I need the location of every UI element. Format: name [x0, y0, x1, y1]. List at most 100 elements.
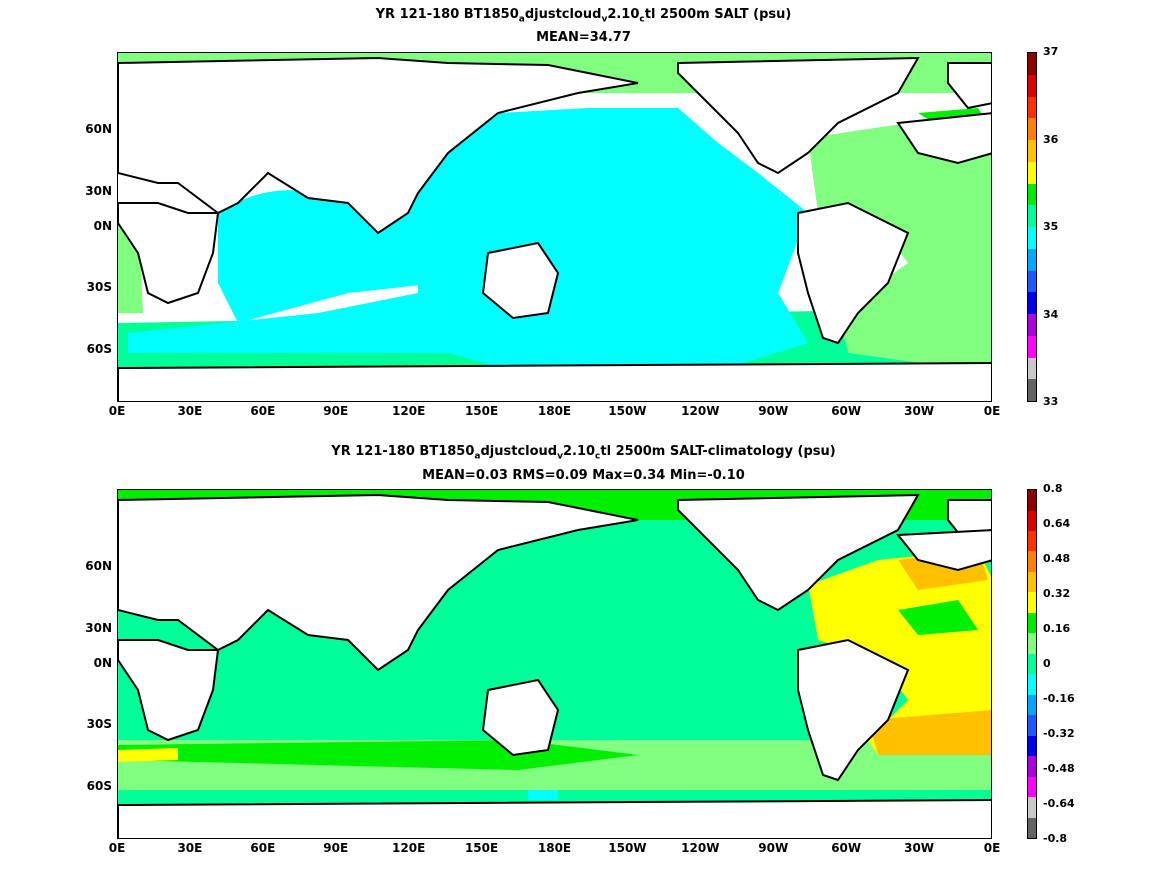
- top-south-america: [797, 201, 910, 345]
- bottom-colorbar-label: -0.64: [1043, 797, 1075, 810]
- top-greenland: [947, 62, 991, 110]
- top-lon-label-90E: 90E: [323, 404, 349, 418]
- bottom-lon-label-120W: 120W: [681, 841, 720, 855]
- top-lon-label-90W: 90W: [758, 404, 789, 418]
- bottom-lon-label-150W: 150W: [608, 841, 647, 855]
- top-lat-label-0N: 0N: [93, 219, 112, 233]
- bottom-colorbar-swatch: [1028, 797, 1036, 818]
- top-colorbar-swatch: [1028, 96, 1036, 119]
- bottom-colorbar-swatch: [1028, 530, 1036, 552]
- bottom-colorbar-swatch: [1028, 715, 1036, 736]
- top-colorbar-swatch: [1028, 335, 1036, 358]
- top-colorbar-label: 34: [1043, 307, 1059, 321]
- top-lat-label-60N: 60N: [85, 122, 112, 136]
- top-colorbar-swatch: [1028, 357, 1036, 380]
- top-africa: [118, 202, 220, 305]
- top-colorbar-swatch: [1028, 248, 1036, 271]
- bot-south-america: [797, 638, 910, 782]
- top-eurasia: [118, 56, 639, 235]
- bottom-colorbar-swatch: [1028, 817, 1036, 838]
- bot-north-america: [677, 493, 920, 612]
- bottom-lat-label-60S: 60S: [86, 779, 112, 793]
- top-colorbar-swatch: [1028, 140, 1036, 162]
- bottom-salinity-anomaly-map: [117, 489, 992, 839]
- bottom-colorbar-swatch: [1028, 510, 1036, 531]
- bottom-lon-label-30E: 30E: [177, 841, 203, 855]
- bottom-colorbar-label: -0.32: [1043, 727, 1075, 740]
- bottom-lat-label-0N: 0N: [93, 656, 112, 670]
- bottom-colorbar-label: -0.48: [1043, 762, 1075, 775]
- bottom-colorbar-swatch: [1028, 633, 1036, 654]
- bottom-colorbar-label: 0.64: [1043, 517, 1071, 530]
- top-lat-label-30S: 30S: [86, 280, 112, 294]
- top-lon-label-30W: 30W: [904, 404, 935, 418]
- bottom-lon-label-120E: 120E: [392, 841, 426, 855]
- bottom-lon-label-90W: 90W: [758, 841, 789, 855]
- bottom-lon-label-60E: 60E: [250, 841, 276, 855]
- bottom-colorbar-label: -0.16: [1043, 692, 1075, 705]
- bot-blue-patch: [528, 790, 558, 800]
- bot-eurasia: [118, 493, 639, 672]
- bottom-colorbar-swatch: [1028, 490, 1036, 511]
- top-colorbar-label: 35: [1043, 220, 1059, 233]
- top-colorbar-swatch: [1028, 183, 1036, 206]
- top-lat-label-30N: 30N: [85, 184, 112, 198]
- top-europe: [896, 112, 991, 165]
- bottom-colorbar-swatch: [1028, 735, 1036, 757]
- bottom-colorbar-swatch: [1028, 674, 1036, 695]
- bot-antarctica: [118, 799, 991, 838]
- top-lon-label-180E: 180E: [537, 404, 572, 418]
- top-lon-label-150W: 150W: [608, 404, 647, 418]
- top-colorbar-swatch: [1028, 227, 1036, 249]
- top-colorbar-swatch: [1028, 379, 1036, 401]
- top-colorbar: [1027, 52, 1037, 402]
- bot-atlantic-green: [898, 600, 978, 635]
- bot-south-atlantic-orange: [868, 710, 991, 755]
- top-colorbar-swatch: [1028, 292, 1036, 314]
- bottom-lat-label-30S: 30S: [86, 717, 112, 731]
- top-map-title: YR 121-180 BT1850adjustcloudv2.10ctl 250…: [375, 7, 792, 25]
- bottom-map-title: YR 121-180 BT1850adjustcloudv2.10ctl 250…: [331, 444, 836, 462]
- bot-australia: [481, 678, 560, 757]
- top-pacific-ocean: [128, 108, 808, 383]
- bottom-colorbar-label: 0.32: [1043, 587, 1071, 600]
- top-colorbar-swatch: [1028, 205, 1036, 227]
- top-colorbar-label: 37: [1043, 45, 1059, 58]
- bottom-colorbar-swatch: [1028, 571, 1036, 593]
- bottom-colorbar-swatch: [1028, 694, 1036, 716]
- bottom-lon-label-30W: 30W: [904, 841, 935, 855]
- top-lon-label-150E: 150E: [464, 404, 499, 418]
- top-lon-label-30E: 30E: [177, 404, 203, 418]
- bottom-lat-label-30N: 30N: [85, 621, 112, 635]
- top-colorbar-swatch: [1028, 270, 1036, 293]
- top-lon-label-120W: 120W: [681, 404, 720, 418]
- bottom-lon-label-60W: 60W: [831, 841, 862, 855]
- top-colorbar-swatch: [1028, 53, 1036, 75]
- bottom-colorbar-label: 0: [1043, 657, 1051, 670]
- bottom-lon-label-0E: 0E: [983, 841, 1001, 855]
- bottom-lon-label-180E: 180E: [537, 841, 572, 855]
- top-map-field: [118, 53, 991, 401]
- bottom-colorbar-swatch: [1028, 551, 1036, 572]
- top-colorbar-swatch: [1028, 118, 1036, 140]
- bottom-lon-label-150E: 150E: [464, 841, 499, 855]
- top-salinity-map: [117, 52, 992, 402]
- bottom-colorbar-swatch: [1028, 592, 1036, 613]
- bottom-lon-label-90E: 90E: [323, 841, 349, 855]
- bottom-colorbar-label: -0.8: [1043, 832, 1068, 845]
- bottom-colorbar-swatch: [1028, 776, 1036, 798]
- bottom-map-field: [118, 490, 991, 838]
- bottom-colorbar-label: 0.16: [1043, 622, 1071, 635]
- bottom-colorbar-swatch: [1028, 756, 1036, 777]
- top-lon-label-60W: 60W: [831, 404, 862, 418]
- top-colorbar-label: 33: [1043, 395, 1059, 408]
- top-lon-label-0E: 0E: [108, 404, 126, 418]
- top-colorbar-swatch: [1028, 314, 1036, 336]
- top-north-america: [677, 56, 920, 175]
- top-lon-label-120E: 120E: [392, 404, 426, 418]
- bottom-colorbar-label: 0.48: [1043, 552, 1071, 565]
- bottom-colorbar-label: 0.8: [1043, 482, 1063, 495]
- bottom-map-subtitle: MEAN=0.03 RMS=0.09 Max=0.34 Min=-0.10: [422, 468, 745, 483]
- bottom-lon-label-0E: 0E: [108, 841, 126, 855]
- bottom-colorbar-swatch: [1028, 653, 1036, 675]
